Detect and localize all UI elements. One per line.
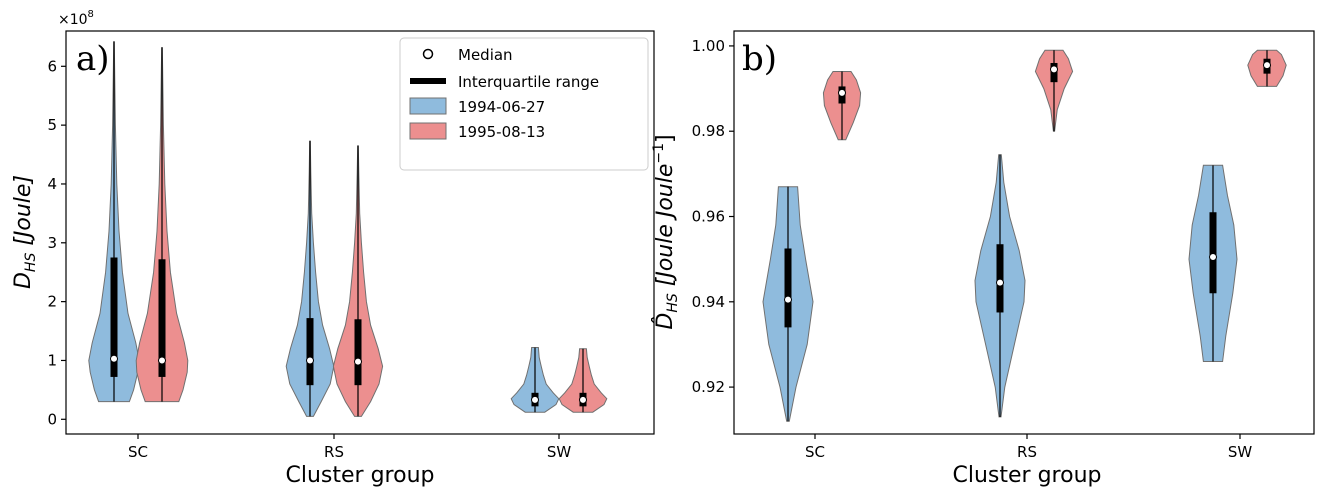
panel-b-y-axis-label: D̂HS [Joule Joule−1] — [651, 134, 681, 329]
legend-median-label: Median — [458, 46, 513, 64]
violin-iqr-bar — [1209, 212, 1217, 294]
legend-box — [399, 37, 649, 171]
legend-series-1994-label: 1994-06-27 — [458, 98, 545, 116]
panel-b: 0.92 0.94 0.96 0.98 1.00 SC RS SW b) Cluster g… — [651, 30, 1315, 488]
violin-iqr-bar — [158, 259, 166, 377]
y-tick-label: 0.96 — [692, 208, 725, 226]
violin-iqr-bar — [784, 248, 792, 328]
panel-a-plot-area — [88, 41, 608, 417]
x-tick-label: RS — [1017, 443, 1037, 461]
panel-b-plot-area — [762, 49, 1287, 422]
x-tick-label: SC — [805, 443, 825, 461]
x-tick-label: SW — [1228, 443, 1253, 461]
violin-iqr-bar — [110, 257, 118, 377]
y-tick-label: 5 — [47, 116, 57, 134]
violin-median-marker — [354, 357, 362, 366]
y-tick-label: 1 — [47, 351, 57, 369]
y-tick-label: 0.94 — [692, 293, 725, 311]
y-tick-label: 0.98 — [692, 122, 725, 140]
violin-median-marker — [996, 278, 1004, 287]
panel-b-y-ticks: 0.92 0.94 0.96 0.98 1.00 — [692, 37, 734, 396]
y-tick-label: 2 — [47, 293, 57, 311]
legend-iqr-label: Interquartile range — [458, 73, 599, 91]
panel-b-x-axis-label: Cluster group — [953, 463, 1102, 488]
x-tick-label: SW — [547, 443, 572, 461]
panel-b-x-ticks: SC RS SW — [805, 434, 1252, 461]
violin-median-marker — [158, 356, 166, 365]
violin-median-marker — [306, 356, 314, 365]
panel-a-x-axis-label: Cluster group — [286, 463, 435, 488]
panel-b-label: b) — [742, 39, 777, 79]
violin-median-marker — [1209, 253, 1217, 262]
legend-series-1995-label: 1995-08-13 — [458, 123, 545, 141]
y-tick-label: 0.92 — [692, 378, 725, 396]
panel-a-y-axis-label: DHS [Joule] — [11, 175, 39, 289]
violin-iqr-bar — [354, 319, 362, 386]
panel-a-y-ticks: 0 1 2 3 4 5 6 — [47, 57, 66, 428]
violin-iqr-bar — [996, 244, 1004, 313]
violin-median-marker — [531, 395, 539, 404]
violin-median-marker — [579, 395, 587, 404]
y-tick-label: 3 — [47, 234, 57, 252]
panel-a-label: a) — [76, 39, 110, 79]
violin-iqr-bar — [306, 318, 314, 386]
panel-a: 0 1 2 3 4 5 6 SC RS SW ×108 a) Cluster group DHS… — [11, 9, 655, 488]
y-tick-label: 1.00 — [692, 37, 725, 55]
panel-a-x-ticks: SC RS SW — [128, 434, 571, 461]
violin-median-marker — [838, 88, 846, 97]
y-tick-label: 0 — [47, 410, 57, 428]
violin-median-marker — [1050, 65, 1058, 74]
x-tick-label: SC — [128, 443, 148, 461]
panel-a-y-multiplier: ×108 — [58, 9, 94, 28]
violin-median-marker — [110, 354, 118, 363]
panel-b-frame — [733, 30, 1315, 435]
x-tick-label: RS — [324, 443, 344, 461]
panel-a-frame — [65, 30, 655, 435]
legend: Median Interquartile range 1994-06-27 19… — [399, 37, 649, 171]
legend-median-marker — [422, 48, 434, 60]
y-tick-label: 4 — [47, 175, 57, 193]
y-tick-label: 6 — [47, 57, 57, 75]
violin-median-marker — [1263, 61, 1271, 70]
legend-swatch-1994 — [409, 97, 447, 115]
legend-swatch-1995 — [409, 122, 447, 140]
violin-median-marker — [784, 295, 792, 304]
